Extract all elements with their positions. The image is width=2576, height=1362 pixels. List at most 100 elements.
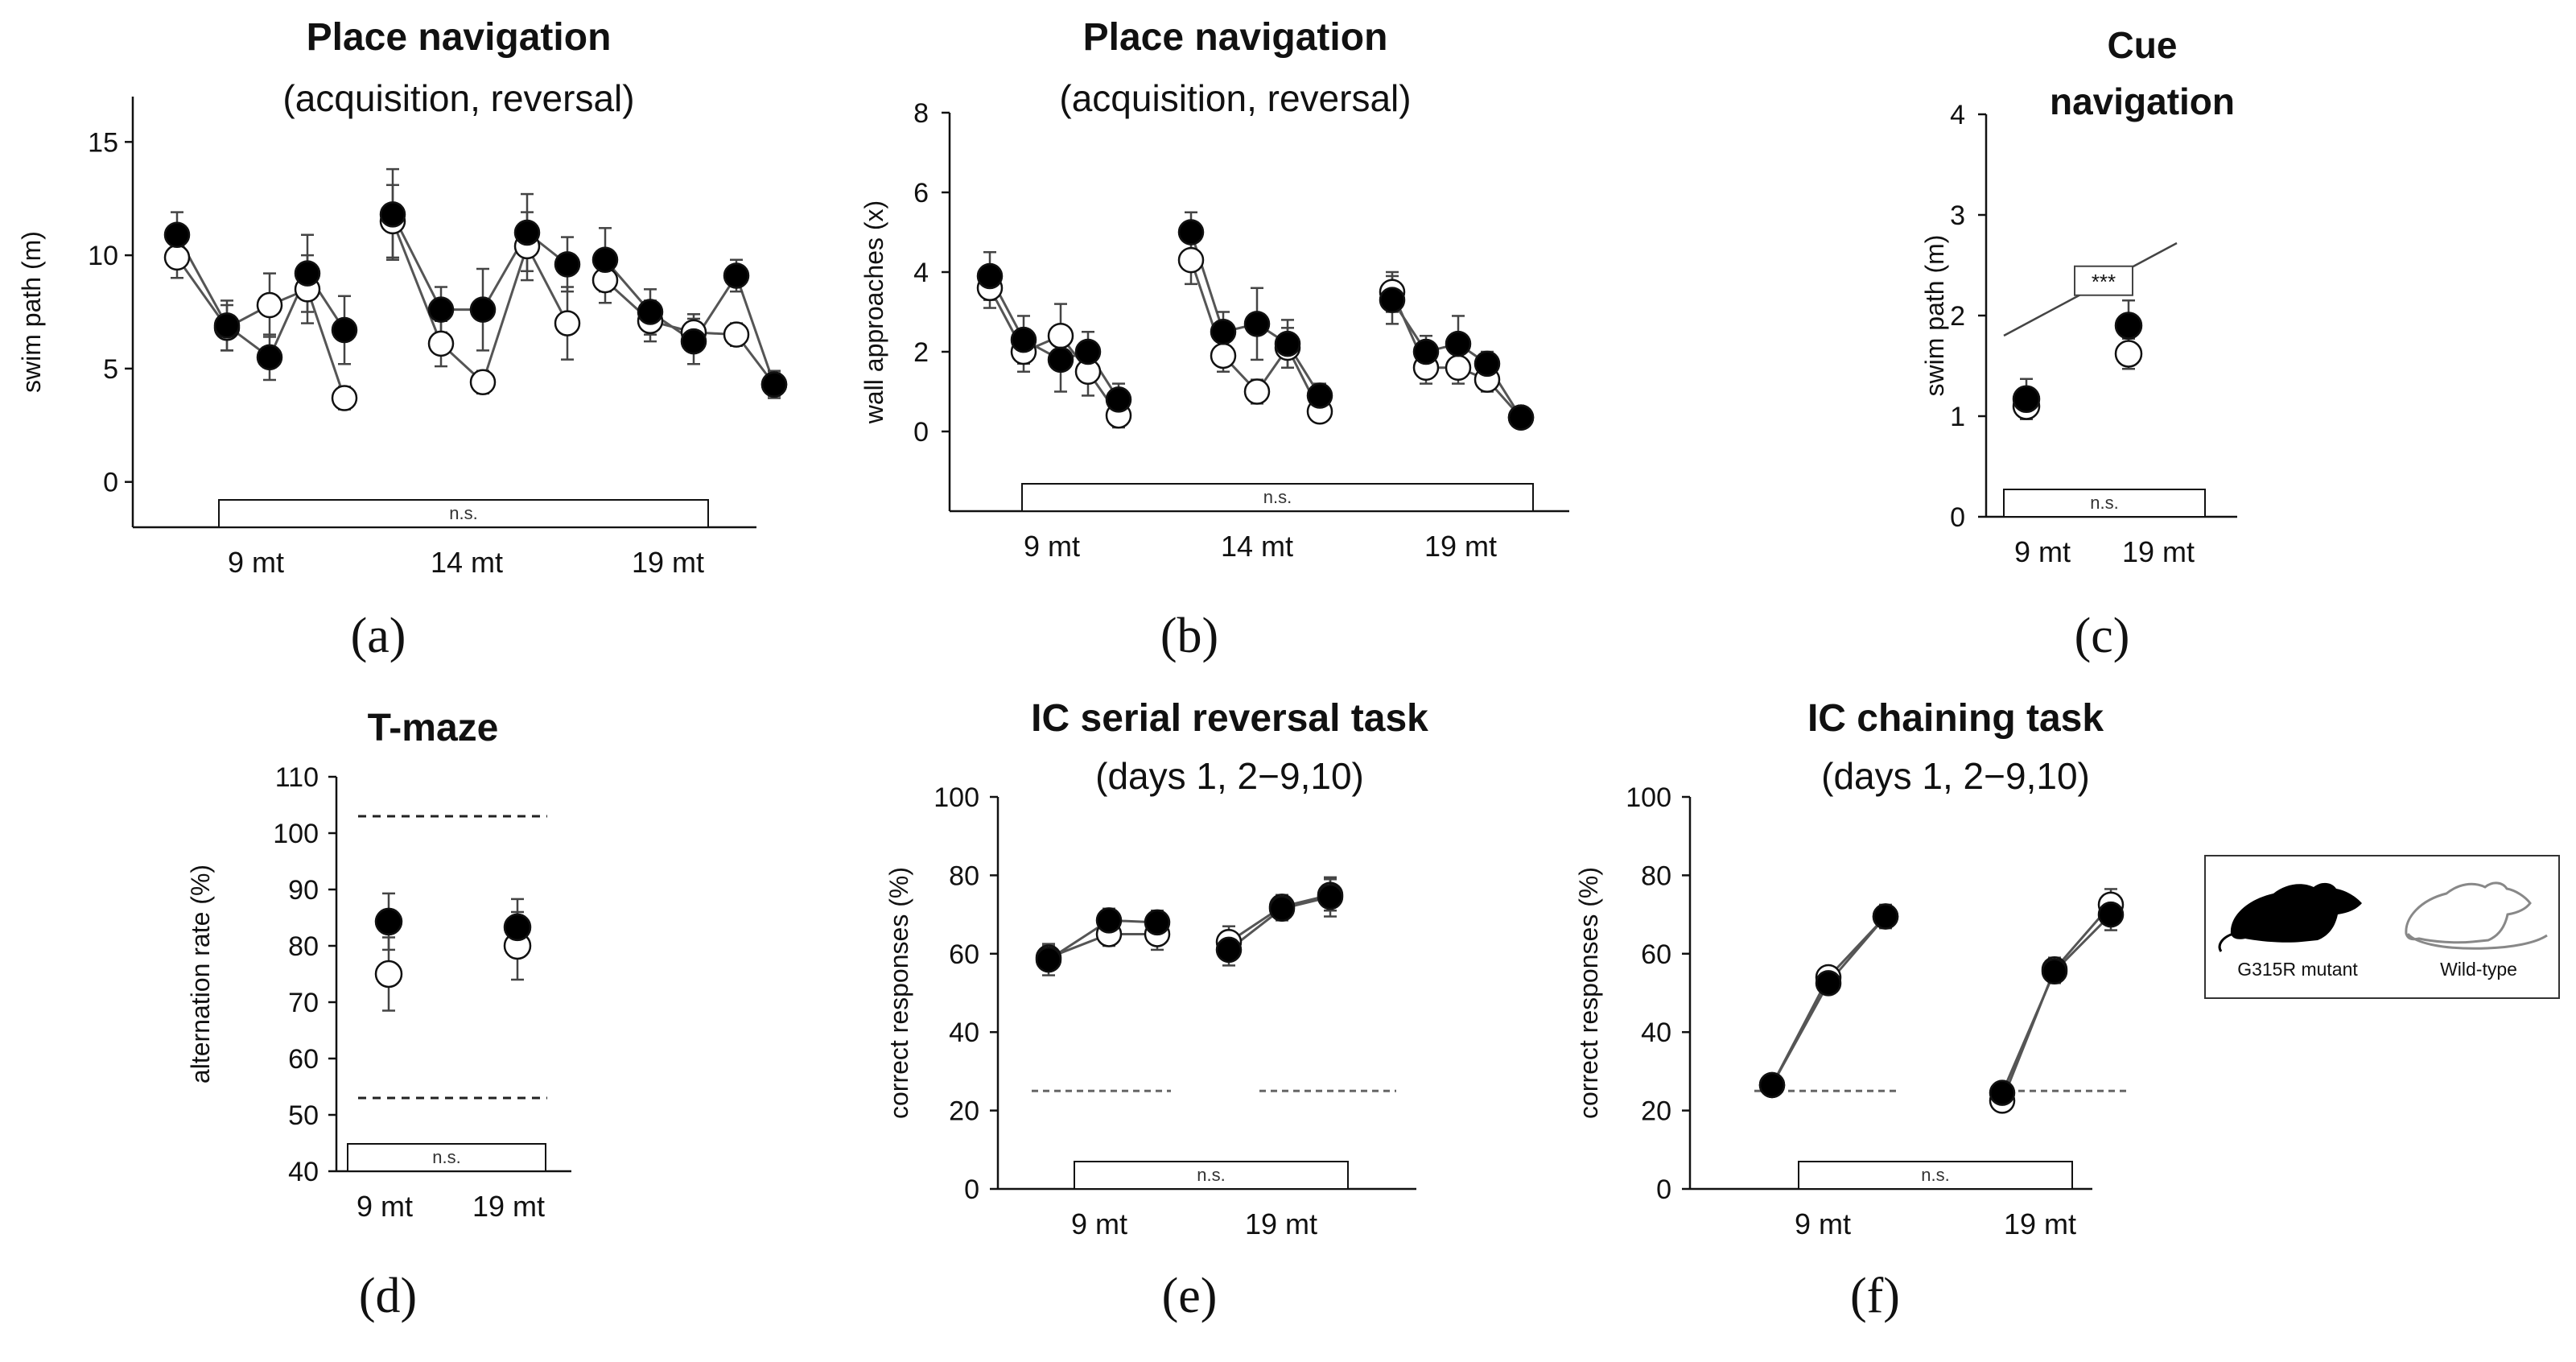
mutant-point — [503, 913, 532, 942]
panel-letter: (a) — [351, 609, 406, 663]
ns-label: n.s. — [2090, 493, 2118, 513]
wildtype-point — [1243, 378, 1271, 405]
mutant-point — [1507, 404, 1535, 431]
wildtype-point — [1445, 354, 1472, 382]
x-group-label: 9 mt — [2014, 535, 2071, 568]
wildtype-point — [1047, 322, 1074, 349]
x-group-label: 9 mt — [1071, 1207, 1127, 1240]
panel-subtitle: (days 1, 2−9,10) — [1095, 755, 1364, 797]
panel-e: 0 20 40 60 80 100 correct responses (%) n.s. 9 m… — [884, 697, 1428, 1323]
mutant-point — [294, 260, 321, 287]
y-tick-label: 60 — [1641, 939, 1671, 970]
x-group-label: 9 mt — [228, 546, 284, 579]
y-tick-label: 0 — [1950, 502, 1965, 533]
legend-mutant-label: G315R mutant — [2237, 959, 2358, 980]
mutant-mouse-icon — [2218, 882, 2362, 952]
panel-title: Place navigation — [1083, 16, 1388, 59]
mutant-point — [379, 201, 406, 228]
x-group-label: 19 mt — [472, 1190, 545, 1223]
mutant-point — [554, 251, 581, 278]
mutant-point — [1473, 350, 1501, 378]
y-tick-label: 70 — [288, 988, 319, 1018]
significance-box — [2074, 265, 2133, 296]
y-tick-label: 40 — [949, 1017, 979, 1048]
panel-letter: (e) — [1162, 1269, 1218, 1323]
wildtype-point — [256, 291, 283, 319]
y-tick-label: 60 — [949, 939, 979, 970]
mutant-point — [1074, 338, 1102, 365]
y-axis-label: swim path (m) — [1920, 235, 1949, 397]
y-tick-label: 3 — [1950, 200, 1965, 231]
wildtype-point — [1177, 246, 1205, 274]
ns-label: n.s. — [449, 503, 477, 523]
y-tick-label: 90 — [288, 875, 319, 906]
wildtype-point — [554, 310, 581, 336]
panel-f: 0 20 40 60 80 100 correct responses (%) n.s. 9 m… — [1574, 697, 2129, 1323]
significance-label: *** — [2092, 270, 2116, 294]
mutant-point — [637, 299, 664, 325]
mutant-point — [1317, 883, 1344, 910]
wildtype-mouse-icon — [2405, 881, 2548, 950]
ns-label: n.s. — [1263, 487, 1292, 507]
ns-box — [218, 499, 709, 528]
ns-box — [2003, 489, 2206, 518]
mutant-point — [1379, 287, 1406, 313]
mutant-point — [256, 344, 283, 371]
ns-box — [1074, 1161, 1349, 1190]
mutant-point — [1095, 907, 1123, 934]
x-group-label: 9 mt — [357, 1190, 413, 1223]
panel-letter: (d) — [359, 1269, 417, 1323]
wildtype-point — [723, 321, 750, 348]
ns-box — [1021, 483, 1534, 512]
mutant-point — [1274, 330, 1301, 357]
y-tick-label: 80 — [1641, 861, 1671, 891]
y-tick-label: 20 — [949, 1096, 979, 1127]
mutant-point — [1989, 1079, 2016, 1106]
panel-title: Place navigation — [307, 16, 612, 59]
mutant-point — [374, 907, 403, 936]
y-tick-label: 100 — [273, 819, 319, 849]
y-tick-label: 40 — [1641, 1017, 1671, 1048]
panel-letter: (b) — [1160, 609, 1218, 663]
y-axis-label: correct responses (%) — [884, 867, 913, 1119]
x-group-label: 14 mt — [431, 546, 503, 579]
y-tick-label: 1 — [1950, 402, 1965, 432]
mutant-point — [2012, 385, 2041, 413]
mutant-point — [591, 246, 619, 273]
mutant-point — [1177, 219, 1205, 246]
panel-subtitle: (acquisition, reversal) — [282, 77, 634, 119]
y-tick-label: 60 — [288, 1044, 319, 1075]
x-group-label: 19 mt — [2004, 1207, 2076, 1240]
y-tick-label: 5 — [103, 354, 118, 385]
ns-box — [1798, 1161, 2073, 1190]
y-tick-label: 0 — [1656, 1174, 1671, 1205]
mutant-point — [1210, 319, 1237, 345]
panel-title: IC serial reversal task — [1031, 697, 1428, 740]
y-tick-label: 15 — [88, 127, 118, 158]
x-group-label: 19 mt — [2122, 535, 2195, 568]
mutant-point — [2041, 958, 2068, 984]
panel-title: IC chaining task — [1807, 697, 2104, 740]
wildtype-point — [374, 960, 403, 988]
x-group-label: 9 mt — [1795, 1207, 1851, 1240]
y-tick-label: 20 — [1641, 1096, 1671, 1127]
y-tick-label: 2 — [1950, 301, 1965, 332]
x-group-label: 9 mt — [1024, 530, 1080, 563]
y-tick-label: 0 — [913, 417, 929, 448]
mutant-point — [976, 262, 1004, 290]
mutant-point — [1445, 330, 1472, 357]
mutant-point — [1306, 382, 1333, 409]
wildtype-point — [1210, 342, 1237, 369]
mutant-point — [1268, 895, 1296, 922]
panel-title: T-maze — [368, 707, 499, 749]
mutant-point — [331, 316, 358, 344]
mutant-point — [1035, 946, 1062, 973]
mutant-point — [1815, 970, 1842, 997]
y-tick-label: 80 — [288, 931, 319, 962]
panel-a: 0 5 10 15 swim path (m) n.s. 9 mt 14 mt 19 mt Pla… — [17, 16, 788, 663]
y-tick-label: 10 — [88, 241, 118, 271]
y-tick-label: 100 — [1626, 782, 1671, 813]
mutant-point — [513, 219, 541, 246]
mutant-point — [1215, 936, 1243, 964]
y-tick-label: 0 — [103, 468, 118, 498]
